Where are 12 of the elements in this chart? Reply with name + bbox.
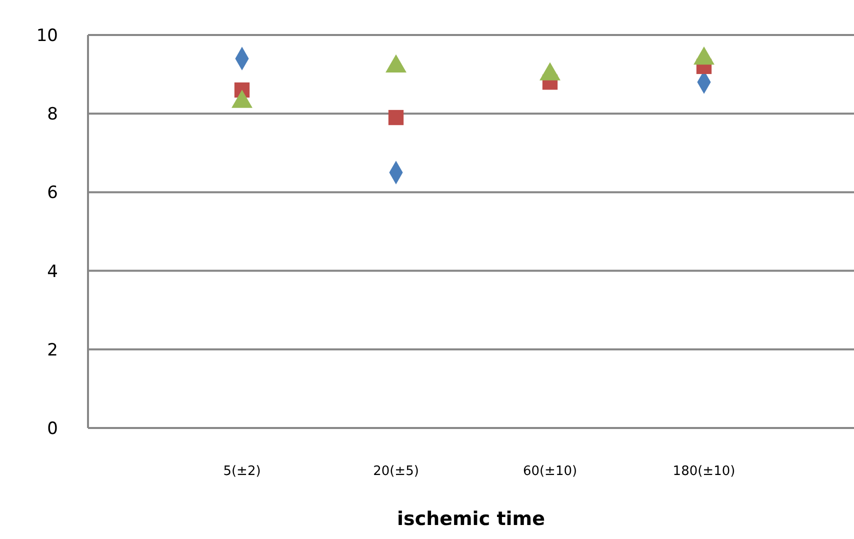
y-tick-label: 2 — [47, 340, 58, 360]
y-tick-label: 8 — [47, 104, 58, 125]
y-tick-label: 10 — [36, 26, 58, 46]
y-tick-label: 0 — [47, 418, 58, 439]
point — [388, 110, 404, 126]
x-tick-label: 180(±10) — [672, 464, 736, 479]
y-tick-label: 4 — [47, 262, 58, 282]
y-tick-label: 6 — [47, 183, 58, 204]
x-tick-label: 5(±2) — [223, 464, 261, 479]
x-axis-title: ischemic time — [397, 508, 545, 530]
x-tick-label: 60(±10) — [522, 464, 578, 479]
x-tick-label: 20(±5) — [373, 464, 419, 479]
